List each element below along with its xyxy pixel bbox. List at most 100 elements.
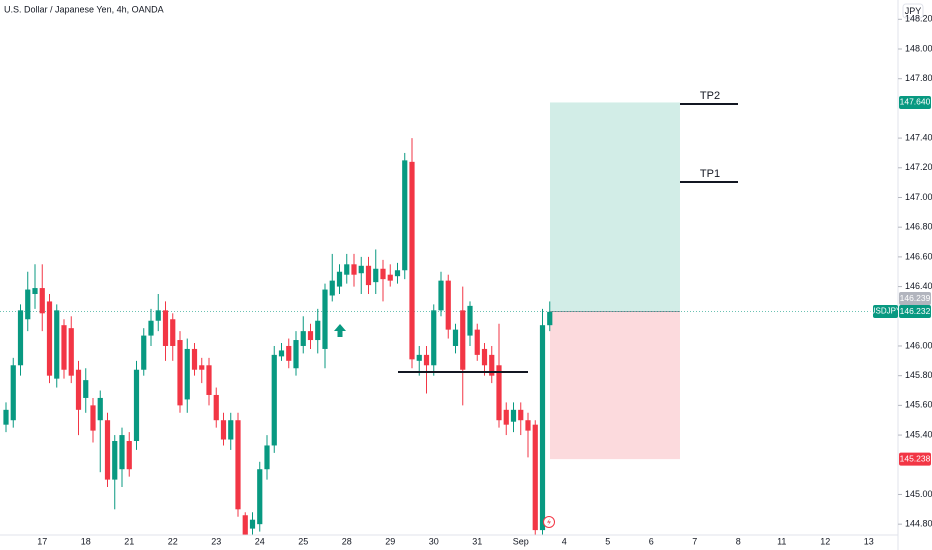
x-tick-label: 23 [211, 536, 221, 546]
candle-body [481, 348, 488, 366]
candle-body [206, 365, 212, 395]
x-tick-label: 8 [736, 536, 741, 546]
candle-body [539, 325, 546, 531]
candle-body [394, 270, 401, 277]
x-tick-label: 17 [37, 536, 47, 546]
candle-body [510, 409, 517, 422]
candle-body [351, 264, 357, 275]
x-tick-label: 24 [255, 536, 265, 546]
up-arrow-icon [334, 324, 346, 337]
y-tick-label: 148.200 [905, 14, 932, 24]
candle-body [17, 310, 24, 366]
candle-body [75, 369, 82, 410]
y-tick-label: 146.800 [905, 222, 932, 232]
candle-body [97, 397, 103, 421]
candle-body [423, 354, 430, 366]
tp-label: TP2 [700, 90, 720, 102]
candle-body [503, 409, 509, 425]
x-tick-label: 12 [820, 536, 830, 546]
candle-body [141, 335, 147, 370]
price-tag [899, 292, 931, 306]
y-tick-label: 145.600 [905, 400, 932, 410]
candle-body [119, 435, 125, 470]
currency-box[interactable] [902, 3, 924, 19]
candle-body [387, 274, 393, 281]
candle-body [54, 310, 60, 379]
candle-body [25, 289, 31, 320]
y-tick-label: 148.000 [905, 43, 932, 53]
candle-body [199, 365, 205, 370]
y-tick-label: 146.600 [905, 251, 932, 261]
y-tick-label: 147.200 [905, 162, 932, 172]
y-tick-label: 146.000 [905, 340, 932, 350]
candle-body [525, 420, 531, 431]
price-tag-label: 146.232 [900, 306, 931, 316]
loss-zone [550, 311, 680, 460]
event-bolt [547, 518, 551, 526]
candle-body [271, 354, 277, 446]
candle-body [249, 519, 256, 529]
x-tick-label: 30 [429, 536, 439, 546]
y-tick-label: 145.800 [905, 370, 932, 380]
candle-body [438, 280, 444, 311]
event-icon[interactable] [543, 516, 555, 528]
candle-body [191, 348, 198, 370]
candle-body [547, 311, 553, 326]
symbol-tag [873, 305, 898, 319]
chart-title: U.S. Dollar / Japanese Yen, 4h, OANDA [4, 4, 164, 14]
candle-body [148, 320, 154, 336]
y-tick-label: 145.400 [905, 429, 932, 439]
candle-body [3, 409, 9, 425]
candle-body [104, 420, 111, 480]
candle-body [184, 348, 190, 400]
price-tag [899, 452, 931, 466]
y-tick-label: 144.800 [905, 519, 932, 529]
candle-body [380, 268, 386, 280]
candle-body [162, 310, 169, 346]
candle-body [170, 319, 176, 346]
price-tag [899, 305, 931, 319]
candle-body [329, 280, 335, 296]
x-tick-label: 28 [342, 536, 352, 546]
x-tick-label: 7 [692, 536, 697, 546]
candle-body [445, 280, 451, 330]
y-tick-label: 147.800 [905, 73, 932, 83]
symbol-tag-label: USDJPY [870, 307, 902, 316]
candle-body [431, 310, 437, 366]
candle-body [228, 420, 234, 440]
y-tick-label: 146.400 [905, 281, 932, 291]
candle-body [402, 160, 408, 271]
candle-body [293, 340, 299, 369]
x-tick-label: 31 [472, 536, 482, 546]
candle-body [409, 161, 415, 360]
candle-body [452, 329, 459, 346]
candle-body [126, 441, 132, 470]
candle-body [496, 365, 502, 421]
candle-body [373, 268, 379, 283]
price-tag-label: 147.640 [900, 97, 931, 107]
candle-body [213, 394, 219, 421]
candle-body [220, 420, 227, 440]
candle-body [264, 445, 270, 470]
candle-body [532, 424, 538, 531]
candle-body [358, 265, 364, 274]
x-tick-label: 29 [385, 536, 395, 546]
x-tick-label: 5 [605, 536, 610, 546]
y-tick-label: 147.000 [905, 192, 932, 202]
candle-body [68, 328, 74, 376]
y-tick-label: 147.400 [905, 132, 932, 142]
tp-label: TP1 [700, 168, 720, 180]
x-tick-label: 4 [562, 536, 567, 546]
x-tick-label: 25 [298, 536, 308, 546]
candle-body [489, 354, 495, 376]
x-tick-label: 21 [124, 536, 134, 546]
candle-body [307, 331, 314, 341]
candle-body [315, 320, 321, 341]
candle-body [112, 441, 118, 480]
candle-body [155, 310, 161, 321]
candle-body [83, 380, 89, 398]
y-tick-label: 145.000 [905, 489, 932, 499]
candle-body [416, 354, 422, 361]
x-tick-label: Sep [513, 536, 529, 546]
